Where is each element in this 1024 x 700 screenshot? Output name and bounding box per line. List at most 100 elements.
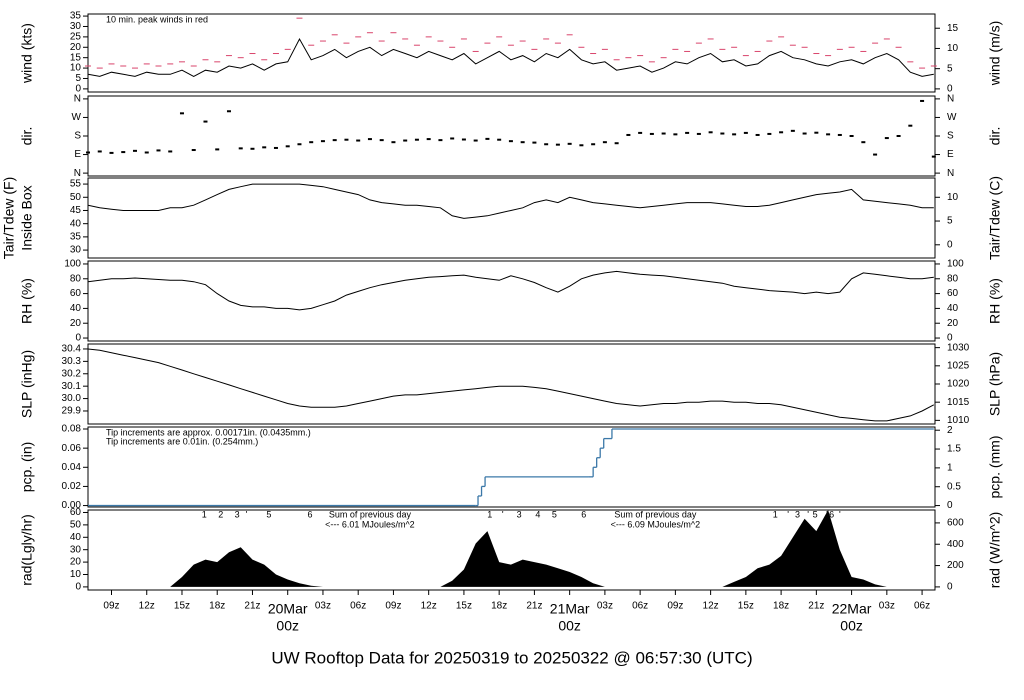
dir-point — [285, 145, 290, 148]
y2-axis-label: rad (W/m^2) — [987, 512, 1003, 589]
x-tick-label: 09z — [667, 601, 683, 612]
y-axis-label: rad(Lgly/hr) — [19, 514, 35, 586]
dir-point — [908, 124, 913, 127]
dir-point — [520, 141, 525, 144]
y2-tick-label: 100 — [947, 259, 964, 270]
rad-marker: 1 — [773, 509, 778, 519]
y-tick-label: 30.4 — [62, 344, 82, 355]
dir-point — [132, 149, 137, 152]
y-tick-label: 30 — [70, 21, 82, 32]
dir-point — [920, 99, 925, 102]
y-axis-label: RH (%) — [19, 278, 35, 324]
rad-marker: ' — [826, 509, 828, 519]
y-tick-label: E — [74, 149, 81, 160]
dir-point — [203, 120, 208, 123]
y2-tick-label: 5 — [947, 63, 953, 74]
y2-tick-label: 1025 — [947, 360, 970, 371]
y2-tick-label: 0 — [947, 333, 953, 344]
dir-point — [849, 135, 854, 137]
y2-tick-label: 0 — [947, 239, 953, 250]
x-tick-label: 21z — [526, 601, 542, 612]
dir-point — [696, 132, 701, 135]
note: Tip increments are 0.01in. (0.254mm.) — [106, 436, 258, 446]
dir-point — [144, 151, 149, 154]
dir-point — [790, 129, 795, 132]
dir-point — [861, 141, 866, 144]
y-tick-label: 0.00 — [62, 500, 82, 511]
dir-point — [121, 151, 126, 154]
dir-point — [356, 139, 361, 142]
rad-marker: 5 — [813, 509, 818, 519]
y-tick-label: 55 — [70, 179, 82, 190]
y-tick-label: 20 — [70, 318, 82, 329]
y2-tick-label: E — [947, 149, 954, 160]
y2-tick-label: W — [947, 112, 957, 123]
y2-tick-label: S — [947, 131, 954, 142]
rad-marker: ' — [246, 509, 248, 519]
y-tick-label: 40 — [70, 303, 82, 314]
x-tick-label: 03z — [879, 601, 895, 612]
dir-point — [602, 141, 607, 144]
y-axis-label: wind (kts) — [19, 23, 35, 84]
y-tick-label: 50 — [70, 192, 82, 203]
rad-marker: 5 — [266, 509, 271, 519]
y2-tick-label: 0 — [947, 500, 953, 511]
dir-point — [826, 133, 831, 136]
rad-marker: 1 — [487, 509, 492, 519]
dir-point — [97, 150, 102, 153]
y-axis-label: Inside Box — [19, 185, 35, 250]
y2-axis-label: dir. — [987, 127, 1003, 146]
rad-marker: ' — [502, 509, 504, 519]
y2-tick-label: 2 — [947, 425, 953, 436]
dir-point — [473, 139, 478, 142]
dir-point — [591, 143, 596, 146]
x-tick-label: 18z — [491, 601, 507, 612]
x-tick-label: 12z — [139, 601, 155, 612]
y-tick-label: 25 — [70, 32, 82, 43]
dir-point — [555, 143, 560, 146]
y2-tick-label: 1010 — [947, 415, 970, 426]
x-tick-label: 21z — [244, 601, 260, 612]
y-tick-label: 30 — [70, 245, 82, 256]
rad-marker: 6 — [308, 509, 313, 519]
chart-title: UW Rooftop Data for 20250319 to 20250322… — [271, 648, 752, 667]
rad-sum: <--- 6.09 MJoules/m^2 — [611, 519, 701, 529]
y2-tick-label: 600 — [947, 518, 964, 529]
dir-point — [508, 140, 513, 143]
dir-point — [626, 133, 631, 136]
y2-tick-label: 40 — [947, 303, 959, 314]
y-tick-label: 30.1 — [62, 381, 82, 392]
y-tick-label: 80 — [70, 273, 82, 284]
date-label: 20Mar — [268, 601, 308, 617]
y2-tick-label: 0 — [947, 582, 953, 593]
y2-tick-label: 80 — [947, 273, 959, 284]
y-axis-label: SLP (inHg) — [19, 350, 35, 418]
dir-point — [661, 132, 666, 135]
y2-tick-label: 200 — [947, 560, 964, 571]
rad-marker: 3 — [517, 509, 522, 519]
y2-tick-label: 5 — [947, 216, 953, 227]
y-tick-label: 0.08 — [62, 424, 82, 435]
y-tick-label: 60 — [70, 288, 82, 299]
dir-point — [649, 132, 654, 135]
y2-tick-label: N — [947, 94, 954, 105]
y2-tick-label: 1030 — [947, 342, 970, 353]
y2-tick-label: 0.5 — [947, 481, 961, 492]
y-tick-label: 45 — [70, 205, 82, 216]
y-tick-label: 30 — [70, 544, 82, 555]
date-hour: 00z — [840, 618, 863, 634]
y2-axis-label: RH (%) — [987, 278, 1003, 324]
dir-point — [215, 148, 220, 151]
y2-tick-label: 0 — [947, 84, 953, 95]
series-line — [87, 348, 935, 422]
dir-point — [708, 131, 713, 134]
dir-point — [485, 137, 490, 140]
y-tick-label: 0 — [75, 582, 81, 593]
y-tick-label: 40 — [70, 218, 82, 229]
y-tick-label: 5 — [75, 73, 81, 84]
dir-point — [685, 131, 690, 134]
rad-marker: 6 — [581, 509, 586, 519]
x-tick-label: 18z — [209, 601, 225, 612]
dir-point — [403, 139, 408, 142]
